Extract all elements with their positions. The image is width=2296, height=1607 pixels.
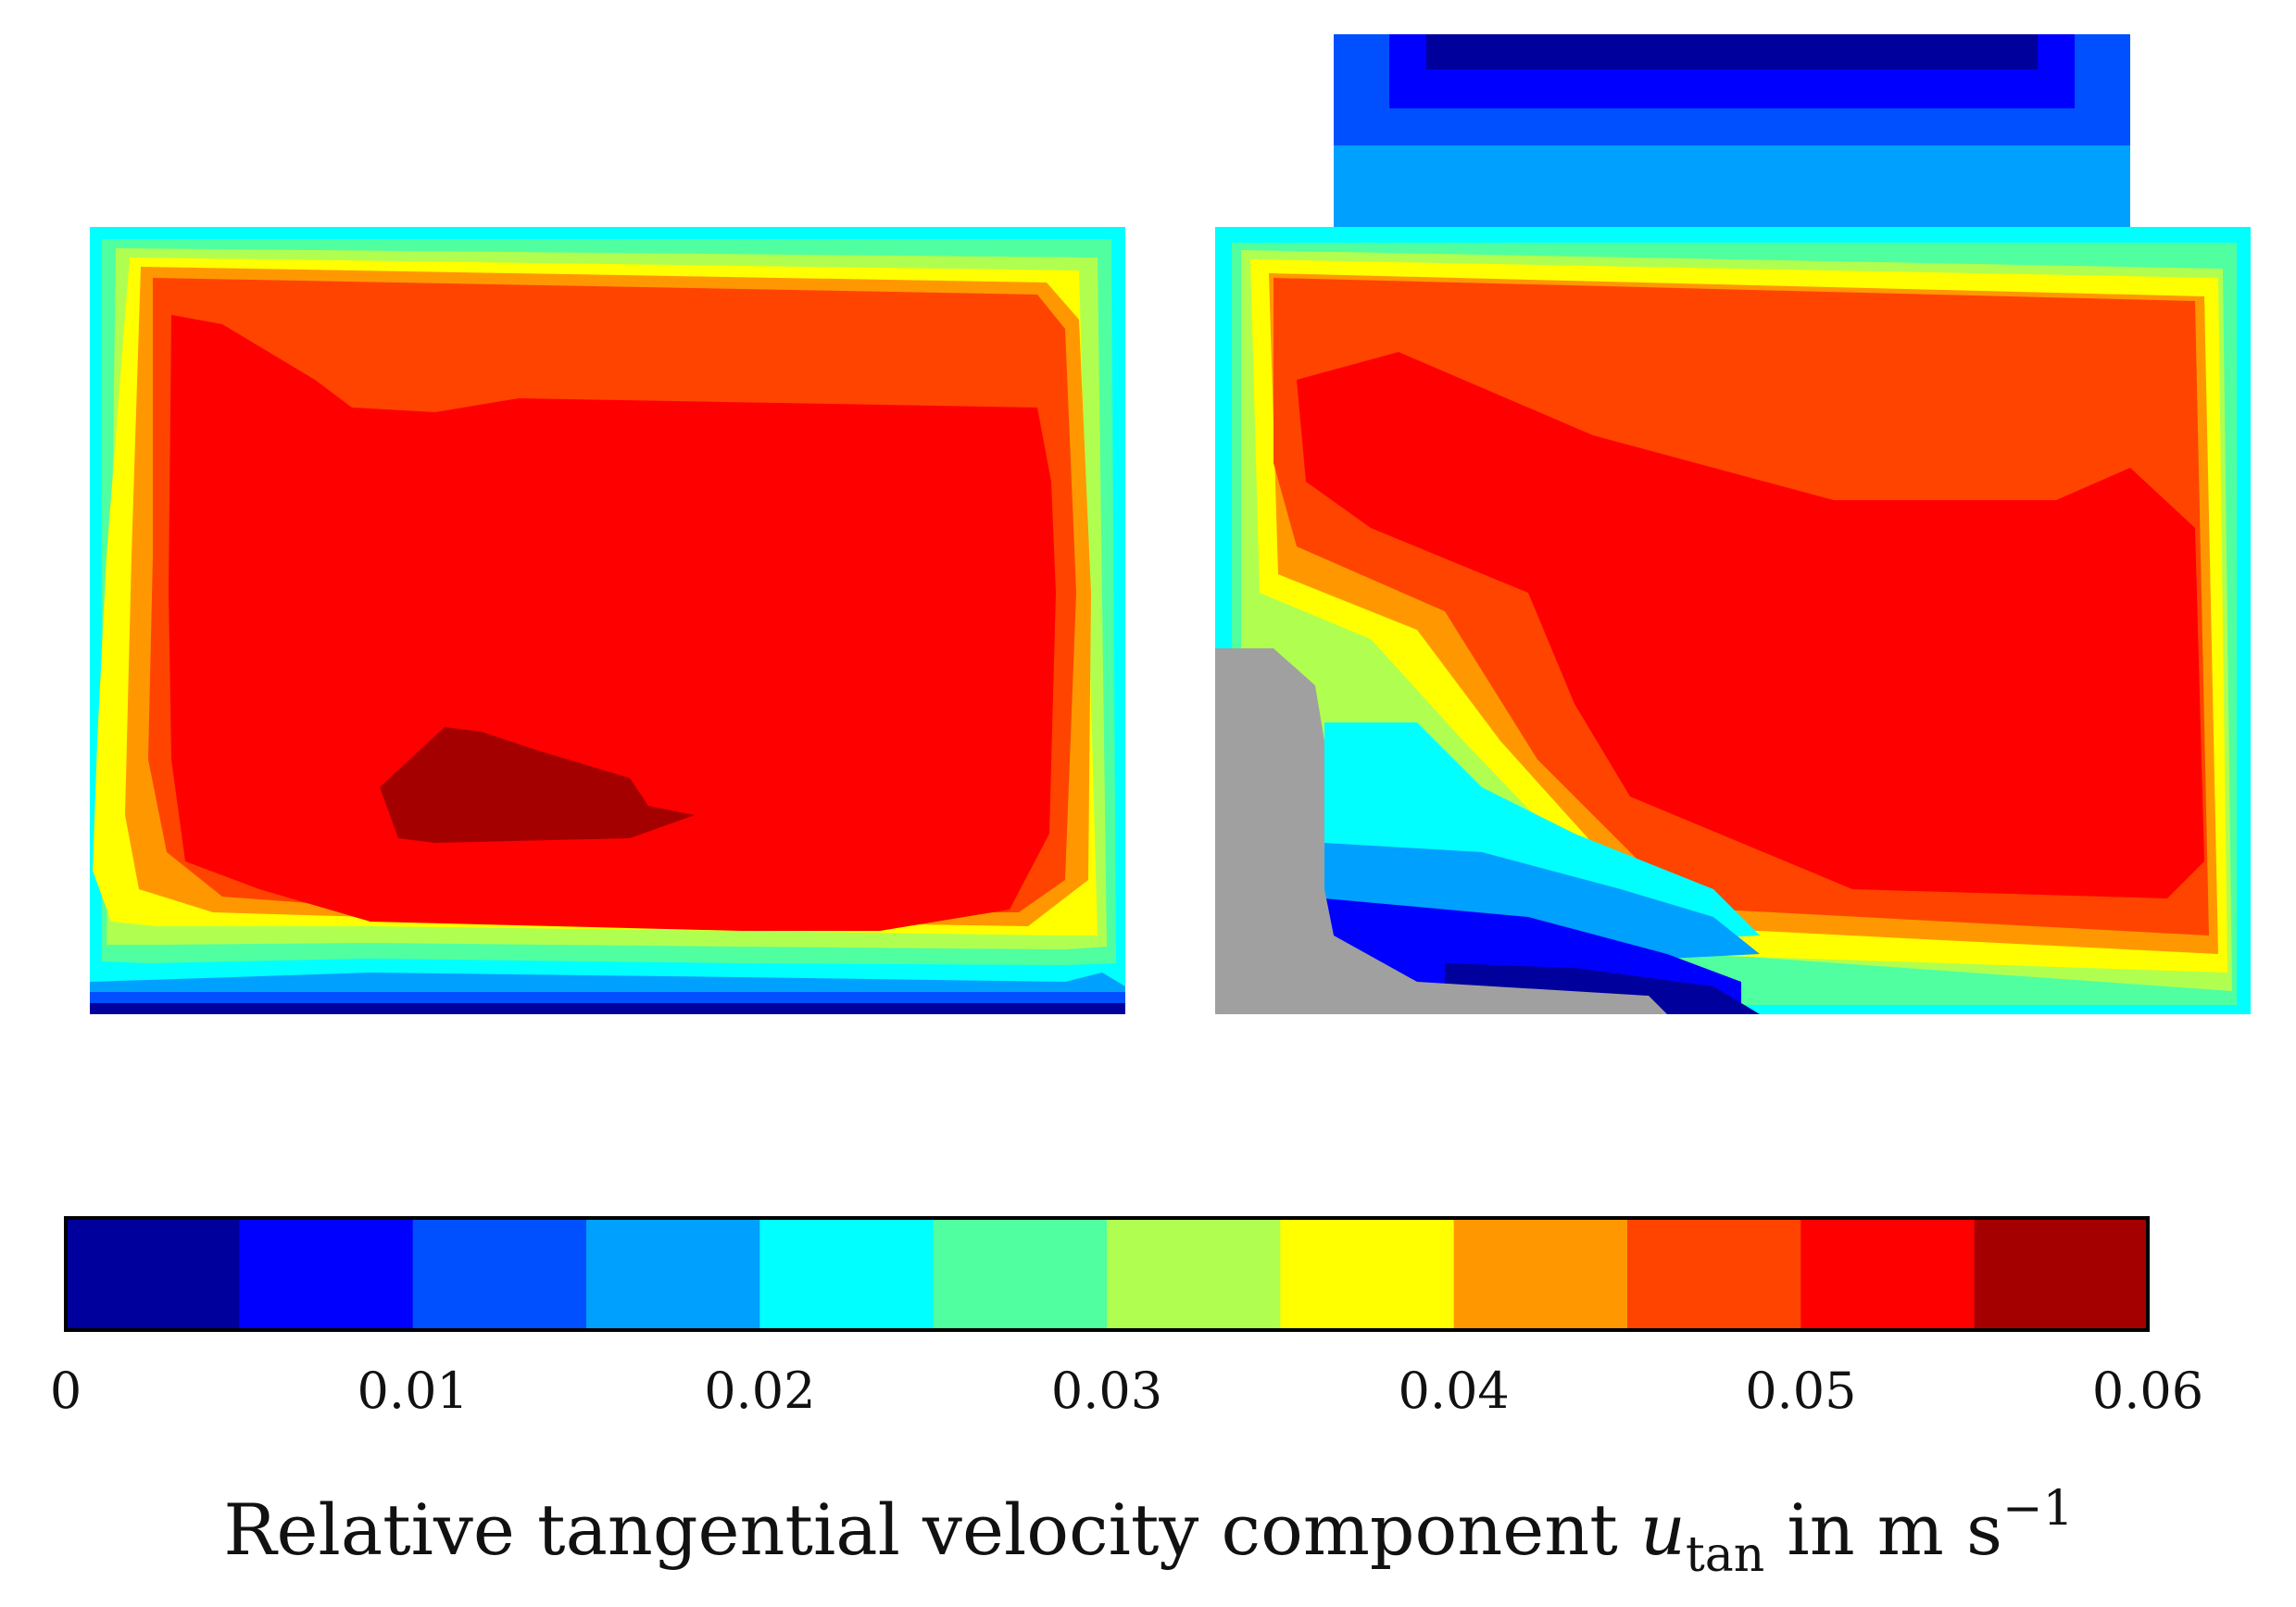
colorbar-title: Relative tangential velocity component u… xyxy=(223,1481,2073,1583)
colorbar xyxy=(66,1218,2149,1330)
colorbar-segment xyxy=(1974,1218,2149,1330)
colorbar-tick-label: 0.06 xyxy=(2092,1362,2203,1420)
colorbar-tick-label: 0.01 xyxy=(358,1362,469,1420)
left-contour-panel xyxy=(90,227,1125,1014)
colorbar-segment xyxy=(239,1218,414,1330)
left-band-level-12 xyxy=(380,727,695,843)
right-contour-panel xyxy=(1215,34,2251,1014)
right-band-level-1-inlet xyxy=(1426,34,2038,69)
colorbar-segment xyxy=(1280,1218,1455,1330)
colorbar-segment xyxy=(1800,1218,1976,1330)
colorbar-tick-label: 0.04 xyxy=(1399,1362,1510,1420)
colorbar-tick-label: 0.02 xyxy=(704,1362,815,1420)
colorbar-tick-label: 0.03 xyxy=(1051,1362,1162,1420)
colorbar-segment xyxy=(1107,1218,1281,1330)
colorbar-ticks: 0 0.01 0.02 0.03 0.04 0.05 0.06 xyxy=(50,1362,2203,1420)
colorbar-tick-label: 0.05 xyxy=(1745,1362,1856,1420)
left-band-level-11 xyxy=(169,315,1056,931)
colorbar-segment xyxy=(1453,1218,1628,1330)
colorbar-segment xyxy=(66,1218,240,1330)
colorbar-segment xyxy=(1627,1218,1801,1330)
colorbar-frame xyxy=(64,1216,2150,1332)
colorbar-segment xyxy=(412,1218,587,1330)
right-band-level-11 xyxy=(1297,352,2204,898)
colorbar-segment xyxy=(933,1218,1108,1330)
right-obstruction xyxy=(1215,648,1667,1014)
colorbar-segment xyxy=(759,1218,935,1330)
colorbar-segment xyxy=(586,1218,760,1330)
colorbar-tick-label: 0 xyxy=(50,1362,82,1420)
